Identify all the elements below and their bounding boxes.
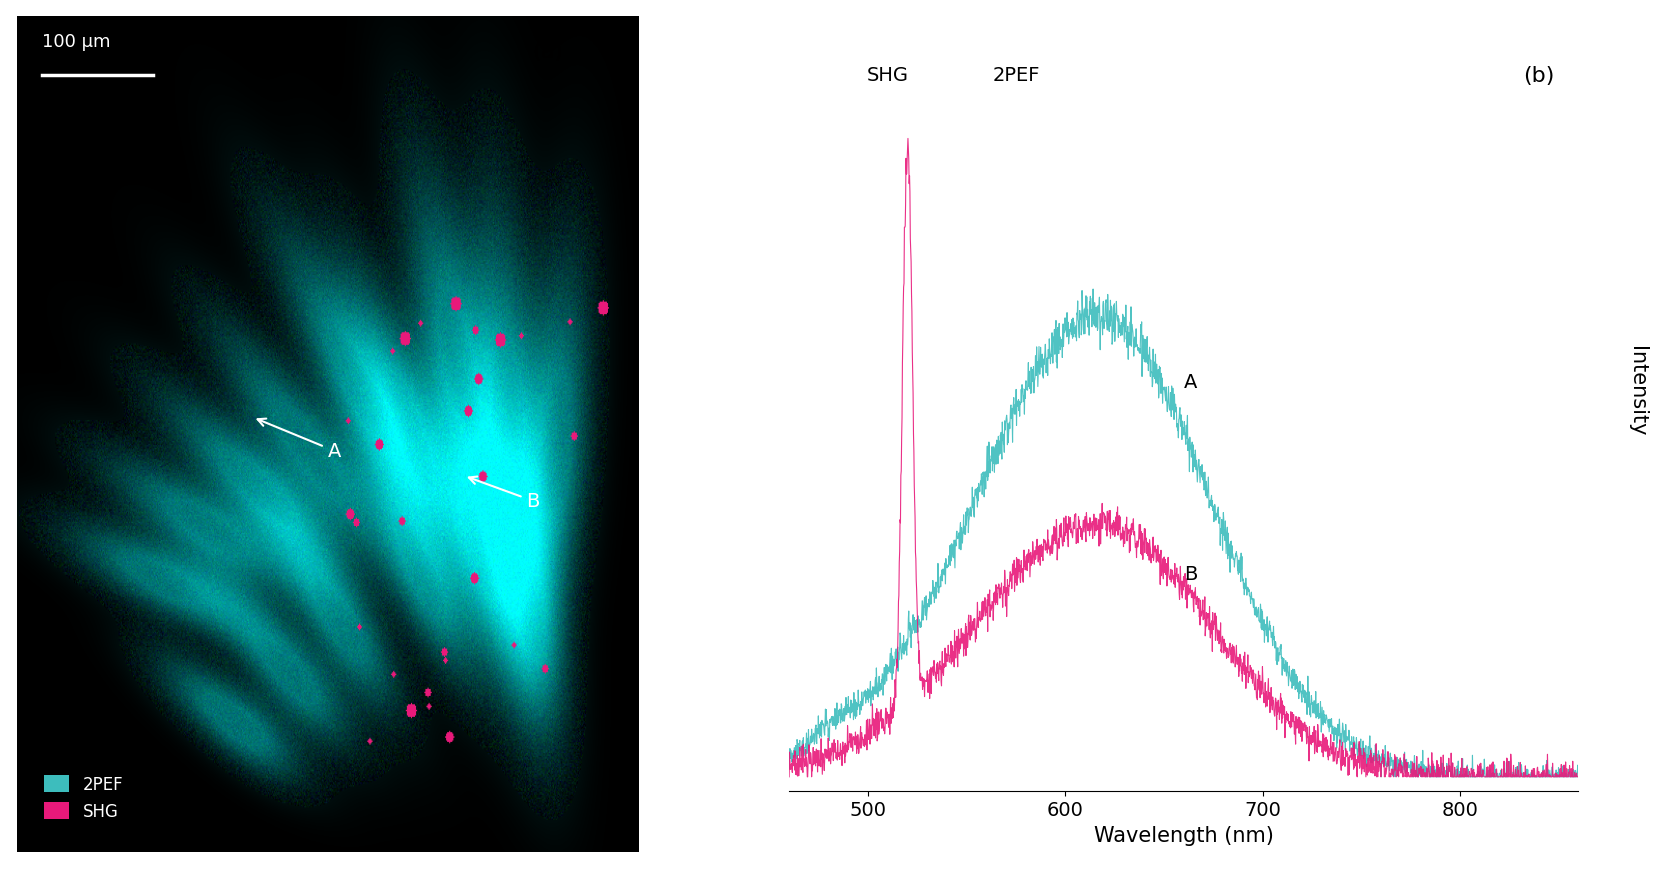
Text: SHG: SHG <box>866 66 908 85</box>
Text: A: A <box>1184 373 1197 391</box>
Text: B: B <box>468 477 539 511</box>
Text: 2PEF: 2PEF <box>992 66 1039 85</box>
Text: (b): (b) <box>1523 66 1555 86</box>
Text: A: A <box>257 419 341 461</box>
Text: Intensity: Intensity <box>1627 346 1647 436</box>
X-axis label: Wavelength (nm): Wavelength (nm) <box>1093 825 1274 845</box>
Legend: 2PEF, SHG: 2PEF, SHG <box>37 769 129 826</box>
Text: B: B <box>1184 564 1197 583</box>
Text: (a): (a) <box>532 43 564 63</box>
Text: 100 μm: 100 μm <box>42 33 111 50</box>
